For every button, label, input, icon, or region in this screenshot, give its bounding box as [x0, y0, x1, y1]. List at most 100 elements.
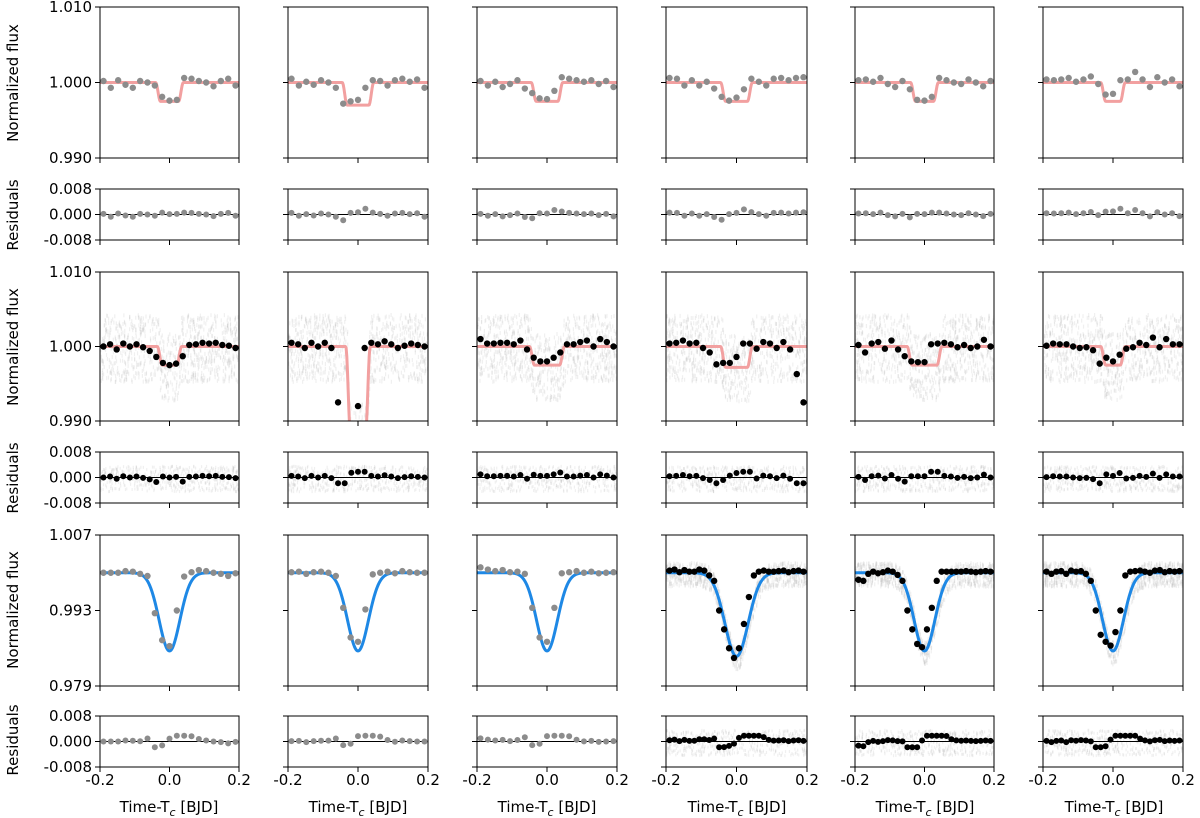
- raw-point: [567, 350, 569, 355]
- raw-resid-point: [332, 488, 334, 492]
- raw-point: [559, 388, 561, 393]
- raw-point: [119, 335, 121, 340]
- raw-resid-point: [529, 479, 532, 483]
- raw-point: [191, 361, 193, 366]
- raw-point: [477, 350, 479, 355]
- raw-point: [342, 325, 345, 330]
- raw-resid-point: [111, 468, 113, 472]
- raw-point: [408, 357, 410, 362]
- raw-point: [182, 319, 184, 324]
- raw-point: [497, 317, 499, 322]
- raw-point: [350, 443, 351, 447]
- raw-resid-point: [348, 466, 351, 470]
- raw-point: [402, 338, 404, 343]
- binned-flux-point: [602, 77, 610, 85]
- raw-point: [506, 346, 508, 351]
- raw-point: [124, 368, 127, 373]
- residual-point: [1087, 208, 1094, 215]
- raw-resid-point: [508, 484, 510, 488]
- raw-resid-point: [181, 472, 183, 476]
- raw-point: [363, 421, 364, 425]
- raw-point: [779, 322, 781, 327]
- raw-point: [122, 358, 124, 363]
- raw-point: [590, 363, 592, 368]
- raw-point: [135, 360, 138, 365]
- raw-resid-point: [308, 478, 310, 482]
- raw-resid-point: [588, 481, 590, 485]
- residual-point: [129, 213, 136, 220]
- raw-point: [236, 336, 238, 341]
- raw-point: [330, 338, 332, 343]
- raw-point: [313, 364, 315, 369]
- residual-point: [173, 473, 180, 480]
- raw-point: [383, 376, 386, 381]
- raw-resid-point: [351, 465, 353, 469]
- raw-point: [205, 355, 207, 360]
- raw-point: [683, 377, 686, 382]
- raw-point: [527, 336, 529, 341]
- raw-point: [413, 373, 415, 378]
- raw-point: [592, 315, 594, 320]
- raw-resid-point: [100, 486, 102, 490]
- raw-point: [398, 377, 400, 382]
- raw-point: [162, 344, 165, 349]
- raw-point: [549, 346, 551, 351]
- raw-resid-point: [528, 486, 530, 490]
- raw-resid-point: [614, 483, 616, 487]
- raw-resid-point: [236, 468, 238, 472]
- raw-point: [483, 368, 485, 373]
- raw-point: [168, 368, 170, 373]
- raw-point: [291, 348, 294, 353]
- residual-point: [1117, 205, 1124, 212]
- raw-resid-point: [379, 476, 382, 480]
- raw-point: [550, 359, 552, 364]
- raw-point: [612, 378, 614, 383]
- raw-point: [518, 367, 520, 372]
- raw-resid-point: [577, 482, 580, 486]
- raw-resid-point: [480, 467, 482, 471]
- raw-resid-point: [545, 485, 548, 489]
- raw-point: [385, 314, 387, 319]
- raw-resid-point: [377, 484, 380, 488]
- raw-point: [194, 334, 196, 339]
- raw-point: [513, 330, 515, 335]
- raw-point: [319, 347, 321, 352]
- raw-point: [308, 359, 310, 364]
- raw-point: [131, 379, 133, 384]
- raw-point: [731, 395, 733, 400]
- raw-resid-point: [541, 467, 543, 471]
- raw-point: [327, 377, 329, 382]
- raw-point: [324, 366, 326, 371]
- raw-point: [416, 360, 418, 365]
- raw-point: [403, 330, 405, 335]
- binned-flux-point: [225, 342, 233, 349]
- residual-point: [529, 215, 536, 222]
- raw-point: [369, 369, 372, 374]
- raw-point: [725, 386, 727, 391]
- raw-resid-point: [613, 488, 615, 492]
- raw-resid-point: [482, 465, 484, 469]
- raw-point: [496, 361, 499, 366]
- raw-resid-point: [360, 472, 362, 476]
- raw-point: [339, 378, 341, 383]
- raw-point: [354, 421, 355, 425]
- raw-resid-point: [609, 468, 611, 472]
- raw-point: [606, 324, 608, 329]
- raw-resid-point: [162, 486, 164, 490]
- raw-point: [546, 347, 548, 352]
- raw-resid-point: [380, 490, 382, 494]
- raw-point: [178, 343, 181, 348]
- raw-point: [373, 378, 375, 383]
- raw-point: [297, 364, 300, 369]
- raw-point: [778, 374, 780, 379]
- raw-point: [511, 324, 513, 329]
- raw-point: [553, 394, 555, 399]
- binned-flux-point: [361, 344, 368, 352]
- raw-point: [562, 355, 565, 360]
- raw-point: [408, 333, 410, 338]
- raw-resid-point: [509, 472, 511, 476]
- raw-point: [317, 322, 320, 327]
- raw-point: [553, 346, 555, 351]
- raw-resid-point: [105, 471, 107, 475]
- raw-resid-point: [609, 470, 611, 474]
